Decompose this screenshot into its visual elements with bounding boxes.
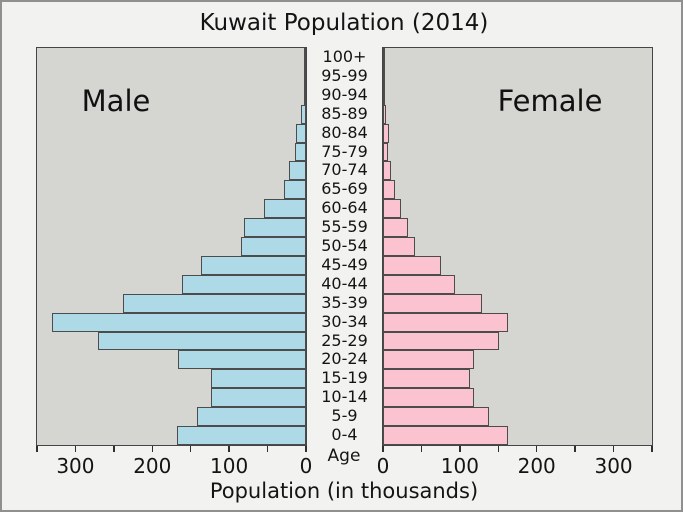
male-bar-80-84 <box>296 123 306 143</box>
age-label-95-99: 95-99 <box>321 65 368 85</box>
female-bar-80-84 <box>383 123 390 143</box>
age-label-10-14: 10-14 <box>321 387 368 407</box>
male-bar-100+ <box>304 48 306 67</box>
male-bar-65-69 <box>283 180 306 200</box>
age-label-80-84: 80-84 <box>321 122 368 142</box>
male-bar-45-49 <box>200 255 306 275</box>
female-bar-100+ <box>383 48 385 67</box>
female-tick-300 <box>612 446 615 452</box>
male-tick-300 <box>74 446 77 452</box>
female-bar-50-54 <box>383 237 415 256</box>
age-label-90-94: 90-94 <box>321 84 368 104</box>
age-label-65-69: 65-69 <box>321 179 368 199</box>
female-bar-85-89 <box>383 104 386 124</box>
chart-title: Kuwait Population (2014) <box>199 10 489 36</box>
male-bar-15-19 <box>210 369 306 389</box>
male-bar-5-9 <box>196 407 306 427</box>
age-label-15-19: 15-19 <box>321 368 368 388</box>
female-tick-50 <box>420 446 423 452</box>
male-bar-95-99 <box>304 66 306 86</box>
male-tick-350 <box>36 446 38 452</box>
female-bar-35-39 <box>383 293 483 313</box>
age-labels-column: 100+ 95-99 90-94 85-89 80-84 75-79 70-74 65-69 6… <box>306 47 383 445</box>
female-bar-15-19 <box>383 369 470 389</box>
male-bar-10-14 <box>210 388 306 408</box>
female-bar-65-69 <box>383 180 396 200</box>
female-bar-70-74 <box>383 161 392 181</box>
age-label-45-49: 45-49 <box>321 254 368 274</box>
female-tick-0 <box>382 446 384 452</box>
female-bar-90-94 <box>383 85 385 105</box>
female-bar-0-4 <box>383 426 508 445</box>
age-label-25-29: 25-29 <box>321 330 368 350</box>
female-tick-label-200: 200 <box>517 454 556 478</box>
male-bar-30-34 <box>52 312 306 332</box>
female-tick-200 <box>536 446 538 452</box>
female-bar-40-44 <box>383 274 456 294</box>
male-tick-label-300: 300 <box>56 454 95 478</box>
male-bar-75-79 <box>295 142 306 162</box>
male-bar-60-64 <box>263 199 306 219</box>
age-label-40-44: 40-44 <box>321 273 368 293</box>
female-tick-label-100: 100 <box>440 454 479 478</box>
x-axis-title: Population (in thousands) <box>209 479 479 503</box>
female-tick-label-0: 0 <box>376 454 390 478</box>
female-tick-250 <box>574 446 576 452</box>
male-bar-40-44 <box>182 274 306 294</box>
male-bar-70-74 <box>289 161 306 181</box>
female-bar-95-99 <box>383 66 385 86</box>
age-label-70-74: 70-74 <box>321 160 368 180</box>
female-tick-150 <box>497 446 499 452</box>
age-label-85-89: 85-89 <box>321 103 368 123</box>
male-tick-label-100: 100 <box>210 454 249 478</box>
male-tick-0 <box>305 446 307 452</box>
age-label-75-79: 75-79 <box>321 141 368 161</box>
age-label-100+: 100+ <box>322 47 367 66</box>
male-bar-50-54 <box>241 237 306 256</box>
male-tick-label-0: 0 <box>299 454 313 478</box>
age-label-55-59: 55-59 <box>321 217 368 237</box>
male-bar-85-89 <box>300 104 306 124</box>
age-label-30-34: 30-34 <box>321 311 368 331</box>
male-bar-20-24 <box>178 350 306 370</box>
male-tick-150 <box>190 446 192 452</box>
female-bar-10-14 <box>383 388 474 408</box>
female-tick-100 <box>459 446 461 452</box>
female-bar-45-49 <box>383 255 442 275</box>
female-bar-60-64 <box>383 199 402 219</box>
male-bar-35-39 <box>123 293 306 313</box>
age-label-35-39: 35-39 <box>321 292 368 312</box>
male-tick-100 <box>228 446 230 452</box>
age-label-5-9: 5-9 <box>331 406 358 426</box>
male-tick-200 <box>151 446 153 452</box>
age-label-60-64: 60-64 <box>321 198 368 218</box>
female-plot-area <box>382 47 653 446</box>
female-tick-label-300: 300 <box>594 454 633 478</box>
female-bar-5-9 <box>383 407 490 427</box>
age-axis-title: Age <box>327 446 361 466</box>
female-bar-75-79 <box>383 142 389 162</box>
female-panel-label: Female <box>497 84 603 118</box>
female-tick-350 <box>651 446 653 452</box>
female-bar-20-24 <box>383 350 475 370</box>
age-label-0-4: 0-4 <box>331 425 358 445</box>
age-label-20-24: 20-24 <box>321 349 368 369</box>
male-bar-0-4 <box>176 426 306 445</box>
female-bar-25-29 <box>383 331 500 351</box>
male-panel-label: Male <box>81 84 151 118</box>
male-tick-50 <box>266 446 269 452</box>
male-tick-250 <box>113 446 115 452</box>
male-bar-90-94 <box>304 85 306 105</box>
male-bar-55-59 <box>243 218 306 238</box>
male-bar-25-29 <box>97 331 306 351</box>
female-bar-55-59 <box>383 218 408 238</box>
age-label-50-54: 50-54 <box>321 236 368 256</box>
male-tick-label-200: 200 <box>133 454 172 478</box>
female-bar-30-34 <box>383 312 509 332</box>
male-plot-area <box>36 47 307 446</box>
